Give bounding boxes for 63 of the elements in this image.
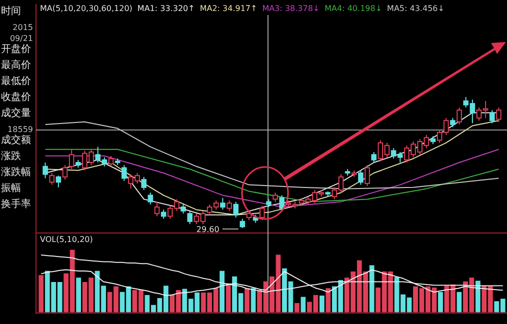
text: 开盘价: [1, 43, 31, 55]
candlestick: [450, 117, 456, 128]
candlestick: [187, 210, 192, 225]
text: 最低价: [1, 75, 31, 87]
text: 09/21: [10, 34, 33, 43]
candlestick: [240, 218, 246, 228]
bar: [319, 296, 324, 312]
bar: [438, 292, 443, 312]
candlestick: [371, 152, 376, 163]
candlestick: [160, 209, 166, 220]
text: MA5: 43.456↓: [387, 4, 444, 13]
candlestick: [272, 192, 278, 202]
candlestick: [260, 205, 265, 221]
text: 振幅: [1, 182, 21, 194]
candlestick: [490, 110, 495, 124]
candlestick: [108, 155, 114, 167]
bar: [475, 280, 480, 312]
text: MA1: 33.320↑: [137, 4, 195, 13]
text: VOL(5,10,20): [40, 235, 93, 244]
bar: [250, 288, 256, 312]
candlestick: [180, 204, 186, 214]
bar: [300, 296, 306, 312]
bar: [244, 288, 250, 312]
candlestick: [279, 194, 284, 212]
candlestick: [49, 172, 54, 186]
bar: [38, 275, 44, 312]
bar: [326, 288, 331, 312]
text: 时间: [1, 5, 21, 17]
candlestick: [154, 201, 160, 217]
candlestick: [456, 106, 462, 126]
candlestick: [42, 162, 48, 179]
bar: [456, 292, 462, 312]
text: 2015: [12, 23, 33, 32]
text: 涨跌: [1, 150, 21, 162]
text: MA2: 34.917↑: [200, 4, 258, 13]
candlestick: [233, 201, 238, 218]
candlestick: [226, 200, 232, 212]
candlestick: [141, 176, 146, 191]
text: 18559: [8, 125, 33, 134]
text: 成交量: [1, 107, 31, 119]
text: 收盘价: [1, 91, 31, 103]
annotation: 29.60: [196, 225, 220, 234]
text: 成交额: [1, 134, 31, 146]
candlestick: [122, 164, 127, 182]
candlestick: [496, 106, 502, 122]
candlestick: [220, 197, 226, 210]
candlestick: [364, 164, 370, 187]
bar: [369, 265, 374, 312]
text: 最高价: [1, 59, 31, 71]
candlestick: [148, 192, 154, 205]
bar: [294, 303, 300, 312]
bar: [76, 278, 81, 312]
candlestick: [68, 148, 74, 170]
candlestick: [358, 170, 364, 186]
text: 涨跌幅: [1, 166, 31, 178]
text: MA4: 40.198↓: [324, 4, 382, 13]
candlestick: [56, 175, 62, 188]
bar: [226, 283, 231, 312]
text: 换手率: [1, 198, 31, 210]
text: MA3: 38.378↓: [262, 4, 320, 13]
bar: [220, 270, 225, 312]
text: MA(5,10,20,30,60,120): [40, 4, 132, 13]
candlestick: [62, 164, 68, 180]
